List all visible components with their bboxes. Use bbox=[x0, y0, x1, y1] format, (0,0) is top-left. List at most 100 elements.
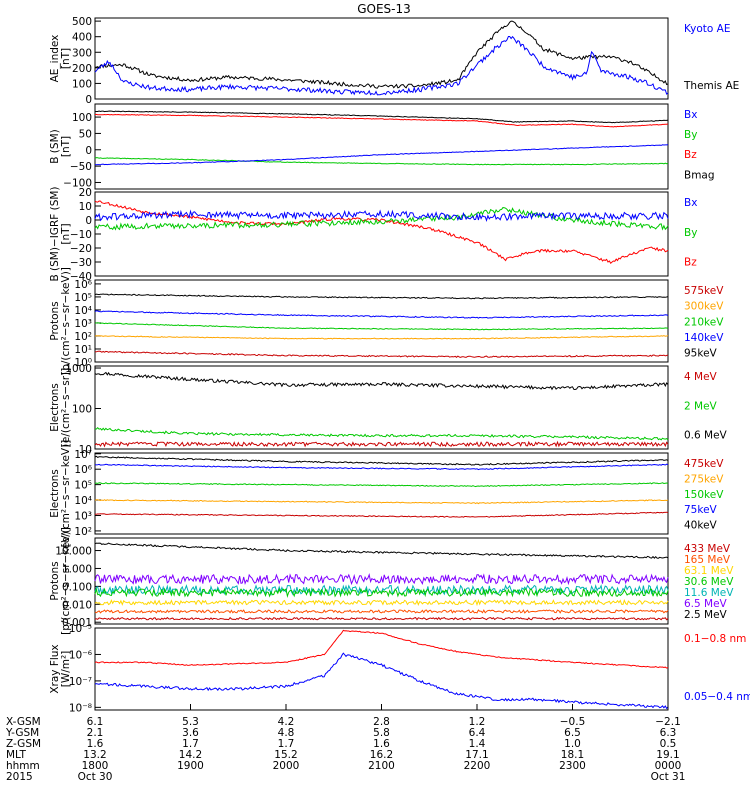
panel-5-legend-item: 0.6 MeV bbox=[684, 430, 728, 442]
panel-4-legend-item: 300keV bbox=[684, 301, 724, 313]
panel-3-frame bbox=[94, 191, 669, 277]
panel-1-ytick-label: 500 bbox=[72, 16, 92, 28]
panel-7-ytick-label: 0.010 bbox=[62, 599, 92, 611]
panel-1-legend-item: Kyoto AE bbox=[684, 23, 730, 35]
panel-4-ytick-label: 10⁴ bbox=[74, 305, 92, 317]
panel-4-ytick-label: 10⁰ bbox=[74, 357, 92, 369]
panel-1-legend-item: Themis AE bbox=[683, 80, 739, 92]
panel-8-ytick-label: 10⁻⁶ bbox=[69, 649, 92, 661]
panel-5-ytick-label: 10 bbox=[79, 444, 92, 456]
x-row-value: 1.6 bbox=[373, 738, 390, 750]
panel-2-ytick-label: 50 bbox=[79, 128, 92, 140]
panel-7-legend-item: 30.6 MeV bbox=[684, 576, 734, 588]
panel-8-legend-item: 0.05−0.4 nm bbox=[684, 691, 750, 703]
panel-6-ytick-label: 10⁶ bbox=[74, 464, 92, 476]
panel-1-ylabel: AE_index bbox=[49, 35, 61, 83]
x-row-value: 1900 bbox=[177, 760, 204, 772]
panel-8-ylabel: Xray Flux bbox=[49, 644, 61, 693]
panel-4-ytick-label: 10¹ bbox=[74, 344, 92, 356]
panel-6-legend-item: 40keV bbox=[684, 520, 718, 532]
panel-5-legend-item: 4 MeV bbox=[684, 371, 718, 383]
panel-2-ytick-label: −50 bbox=[70, 161, 92, 173]
panel-1-ytick-label: 400 bbox=[72, 32, 92, 44]
x-row-value: 19.1 bbox=[656, 749, 679, 761]
panel-7-series-2-5-mev bbox=[94, 542, 669, 559]
x-row-value: 5.8 bbox=[373, 727, 390, 739]
panel-4-legend-item: 210keV bbox=[684, 316, 724, 328]
x-row-value: 1.7 bbox=[278, 738, 295, 750]
x-row-value: 6.1 bbox=[87, 716, 104, 728]
x-row-value: 3.6 bbox=[182, 727, 199, 739]
panel-7-legend-item: 433 MeV bbox=[684, 543, 731, 555]
x-row-label: Z-GSM bbox=[6, 738, 41, 750]
panel-6-ytick-label: 10⁴ bbox=[74, 495, 92, 507]
panel-3-series-bz bbox=[94, 200, 669, 264]
x-row-value: 6.5 bbox=[564, 727, 581, 739]
panel-2-legend-item: Bz bbox=[684, 149, 697, 161]
panel-6-ytick-label: 10⁷ bbox=[74, 449, 92, 461]
panel-3-ytick-label: 10 bbox=[79, 201, 92, 213]
panel-4-legend-item: 575keV bbox=[684, 285, 724, 297]
panel-6-ytick-label: 10⁵ bbox=[74, 480, 92, 492]
panel-1-ylabel: [nT] bbox=[60, 48, 72, 69]
x-row-label: hhmm bbox=[6, 760, 40, 772]
panel-1-ytick-label: 300 bbox=[72, 47, 92, 59]
x-row-value: 2.8 bbox=[373, 716, 390, 728]
panel-2-ytick-label: 100 bbox=[72, 112, 92, 124]
panel-3-legend-item: By bbox=[684, 227, 697, 239]
x-row-label: Y-GSM bbox=[5, 727, 39, 739]
x-row-value: 1.4 bbox=[469, 738, 486, 750]
panel-7-series-165-mev bbox=[94, 609, 669, 614]
panel-4-series-140kev bbox=[94, 310, 669, 319]
panel-6-ylabel: [e/(cm²−s−sr−keV)] bbox=[60, 440, 72, 548]
panel-7-legend-item: 2.5 MeV bbox=[684, 609, 728, 621]
panel-6-series-275kev bbox=[94, 499, 669, 505]
panel-3-ytick-label: −30 bbox=[70, 257, 92, 269]
x-row-value: 2100 bbox=[368, 760, 395, 772]
panel-3-ytick-label: −40 bbox=[70, 271, 92, 283]
x-row-value: 2300 bbox=[559, 760, 586, 772]
panel-4-series-575kev bbox=[94, 350, 669, 358]
x-row-label: X-GSM bbox=[6, 716, 41, 728]
panel-2-legend-item: Bx bbox=[684, 109, 697, 121]
panel-6-ytick-label: 10³ bbox=[74, 510, 92, 522]
x-row-value: 0000 bbox=[655, 760, 682, 772]
panel-5-ylabel: Electrons bbox=[49, 383, 61, 432]
panel-3-ytick-label: −20 bbox=[70, 243, 92, 255]
panel-5-legend-item: 2 MeV bbox=[684, 400, 718, 412]
x-row-value: 1.0 bbox=[564, 738, 581, 750]
panel-1-ytick-label: 200 bbox=[72, 63, 92, 75]
x-row-label: MLT bbox=[6, 749, 26, 761]
panel-2-ylabel: [nT] bbox=[60, 136, 72, 157]
panel-7-legend-item: 11.6 MeV bbox=[684, 587, 734, 599]
panel-4-legend-item: 140keV bbox=[684, 332, 724, 344]
panel-4-frame bbox=[94, 279, 669, 363]
panel-4-legend-item: 95keV bbox=[684, 348, 718, 360]
panel-1-ytick-label: 0 bbox=[85, 94, 92, 106]
chart-title: GOES-13 bbox=[357, 2, 411, 16]
panel-7-ytick-label: 0.001 bbox=[62, 617, 92, 629]
panel-2-legend-item: By bbox=[684, 129, 697, 141]
panel-6-series-150kev bbox=[94, 482, 669, 488]
panel-5-ytick-label: 100 bbox=[72, 404, 92, 416]
panel-2-series-bz bbox=[94, 113, 669, 128]
panel-2-series-by bbox=[94, 157, 669, 166]
panel-3-ylabel: B (SM)−IGRF (SM) bbox=[49, 186, 61, 281]
panel-4-ylabel: [p/(cm²−s−sr−keV)] bbox=[60, 267, 72, 375]
panel-4-ytick-label: 10³ bbox=[74, 318, 92, 330]
x-row-value: 14.2 bbox=[179, 749, 202, 761]
x-row-value: 4.8 bbox=[278, 727, 295, 739]
panel-7-legend-item: 6.5 MeV bbox=[684, 598, 728, 610]
x-row-value: 17.1 bbox=[465, 749, 488, 761]
x-row-value: 4.2 bbox=[278, 716, 295, 728]
panel-6-legend-item: 75keV bbox=[684, 504, 718, 516]
panel-5-ylabel: [e/(cm²−s−sr)] bbox=[60, 368, 72, 447]
panel-6-legend-item: 150keV bbox=[684, 489, 724, 501]
panel-4-series-95kev bbox=[94, 293, 669, 300]
panel-7-series-30-6-mev bbox=[94, 587, 669, 599]
x-row-value: 1800 bbox=[82, 760, 109, 772]
x-row-value: 2.1 bbox=[87, 727, 104, 739]
panel-3-ylabel: [nT] bbox=[60, 223, 72, 244]
panel-1-series-kyoto-ae bbox=[94, 35, 669, 96]
